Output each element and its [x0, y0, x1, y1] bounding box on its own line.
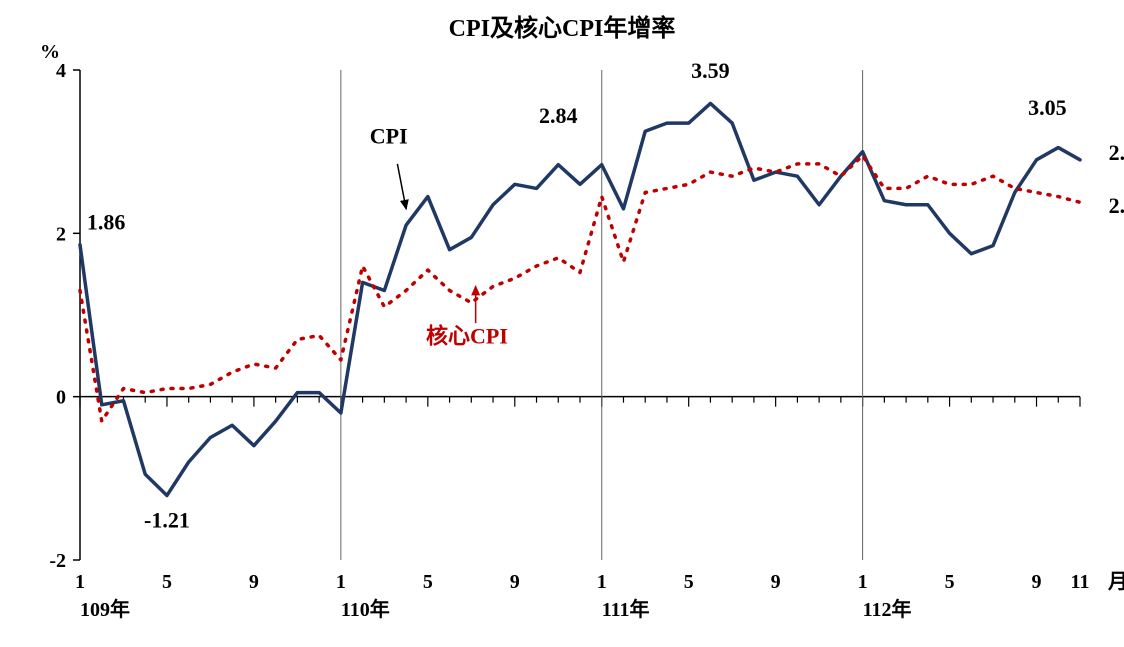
- x-tick-label: 11: [1071, 571, 1090, 593]
- x-tick-label: 1: [336, 571, 346, 593]
- core-cpi-label: 核心CPI: [426, 324, 508, 349]
- x-tick-label: 1: [858, 571, 868, 593]
- cpi-label: CPI: [370, 124, 408, 149]
- year-label: 112年: [863, 597, 912, 621]
- y-tick-label: 0: [56, 387, 66, 409]
- x-tick-label: 1: [75, 571, 85, 593]
- value-annotation: 3.05: [1028, 95, 1067, 120]
- cpi-line: [80, 103, 1080, 495]
- value-annotation: -1.21: [144, 507, 190, 532]
- x-tick-label: 5: [423, 571, 433, 593]
- value-annotation: 2.90: [1109, 140, 1124, 165]
- value-annotation: 2.84: [539, 103, 578, 128]
- value-annotation: 1.86: [87, 209, 126, 234]
- chart-container: CPI及核心CPI年增率%-202415915915915911月109年110…: [0, 0, 1124, 647]
- y-tick-label: -2: [49, 550, 66, 572]
- year-label: 109年: [80, 597, 130, 621]
- x-tick-label: 9: [771, 571, 781, 593]
- x-tick-label: 5: [162, 571, 172, 593]
- cpi-arrow: [397, 164, 406, 209]
- y-tick-label: 4: [56, 60, 66, 82]
- x-tick-label: 9: [1032, 571, 1042, 593]
- core-cpi-line: [80, 156, 1080, 421]
- value-annotation: 2.38: [1109, 193, 1124, 218]
- year-label: 110年: [341, 597, 390, 621]
- y-tick-label: 2: [56, 223, 66, 245]
- x-tick-label: 1: [597, 571, 607, 593]
- x-tick-label: 5: [945, 571, 955, 593]
- x-tick-label: 9: [510, 571, 520, 593]
- chart-title: CPI及核心CPI年增率: [449, 14, 676, 42]
- x-tick-label: 5: [684, 571, 694, 593]
- line-chart: CPI及核心CPI年增率%-202415915915915911月109年110…: [0, 0, 1124, 647]
- x-tick-label: 9: [249, 571, 259, 593]
- value-annotation: 3.59: [691, 58, 730, 83]
- year-label: 111年: [602, 597, 650, 621]
- x-unit-label: 月: [1107, 571, 1124, 593]
